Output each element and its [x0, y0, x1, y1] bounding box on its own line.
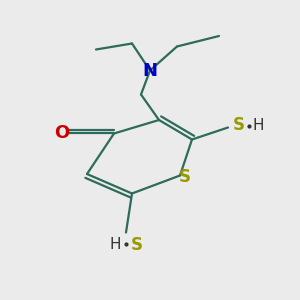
Text: H: H — [110, 237, 121, 252]
Text: S: S — [232, 116, 244, 134]
Text: N: N — [142, 61, 158, 80]
Text: S: S — [178, 168, 190, 186]
Text: S: S — [130, 236, 142, 253]
Text: O: O — [54, 124, 69, 142]
Text: H: H — [252, 118, 263, 134]
